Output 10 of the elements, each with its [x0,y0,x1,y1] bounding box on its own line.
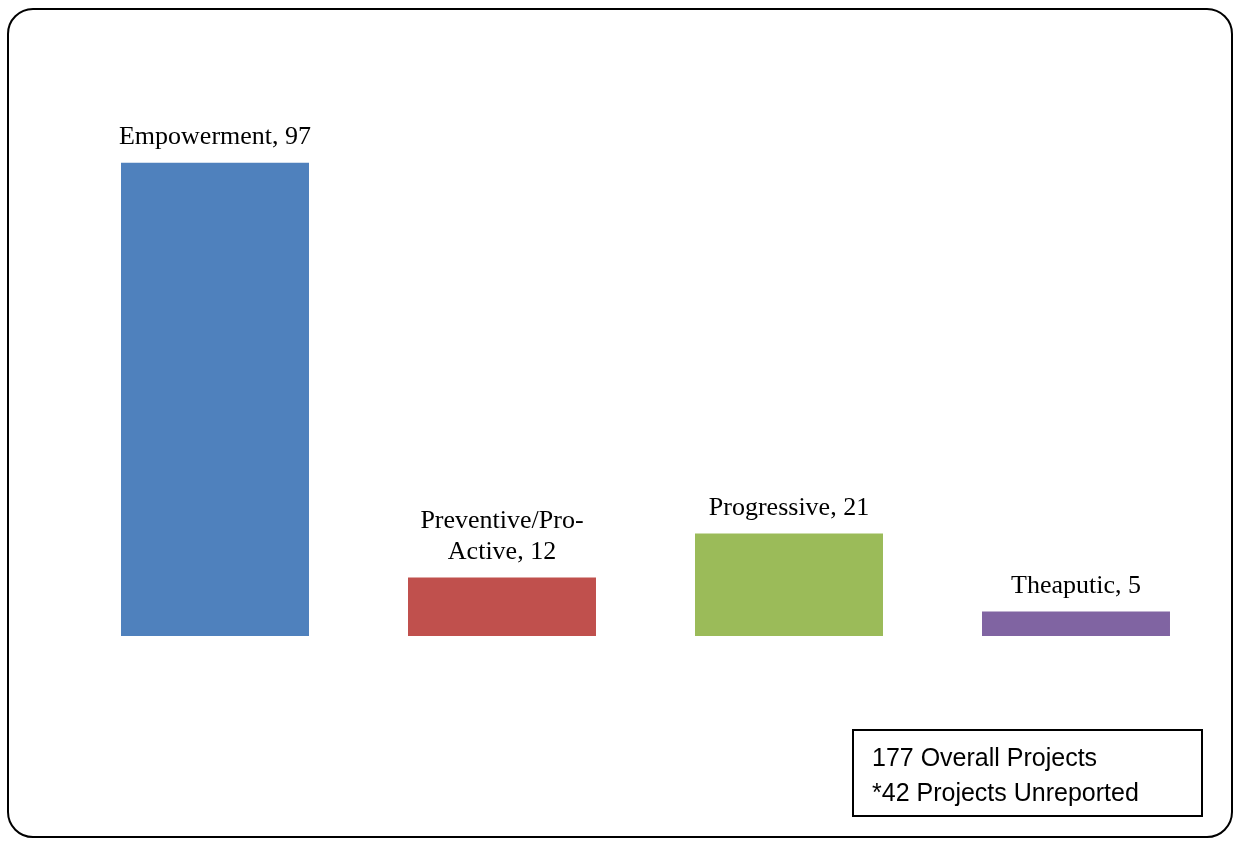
data-label: Empowerment, 97 [118,121,312,151]
bar [982,611,1170,636]
data-label: Theaputic, 5 [1011,570,1141,600]
bar [408,577,596,636]
text: *42 Projects Unreported [872,777,1139,808]
data-label: Preventive/Pro-Active, 12 [420,505,584,566]
text: 177 Overall Projects [872,742,1098,773]
data-label: Progressive, 21 [708,492,870,522]
bar [695,533,883,636]
bar [121,162,309,636]
